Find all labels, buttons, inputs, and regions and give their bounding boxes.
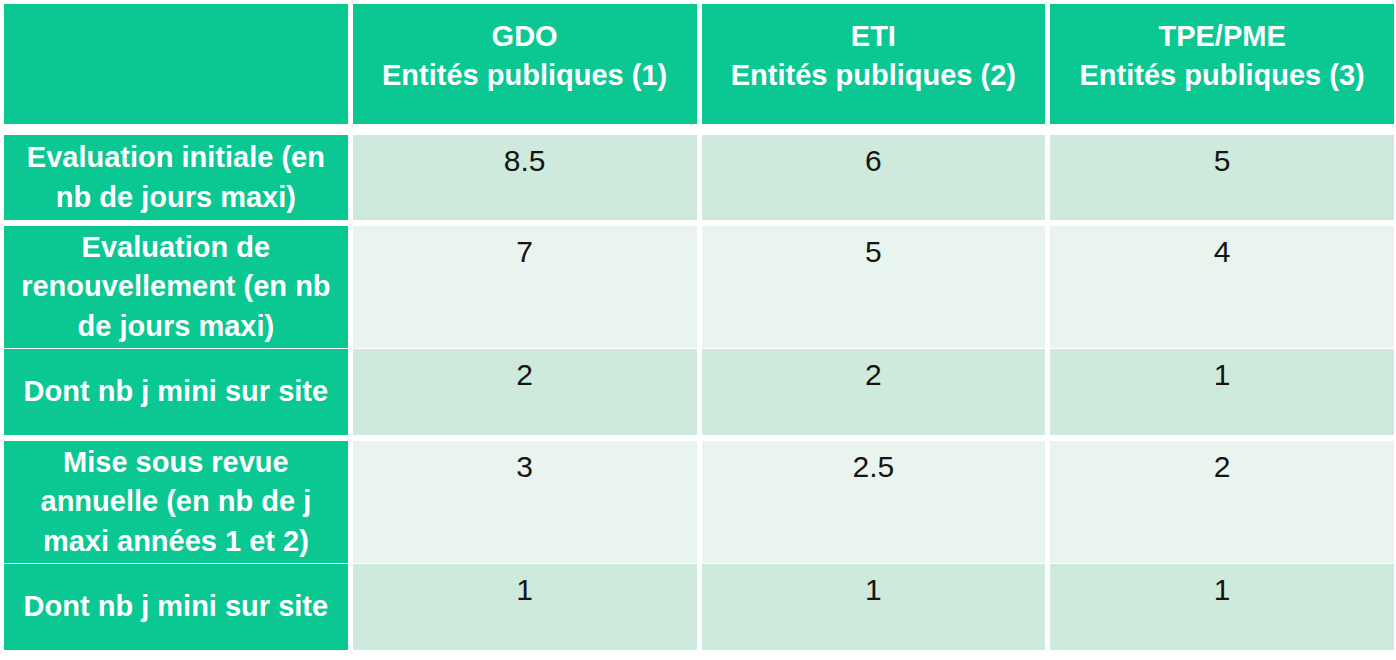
value-cell: 8.5 (353, 135, 697, 220)
column-header-subtitle: Entités publiques (1) (382, 56, 667, 95)
column-header-gdo: GDO Entités publiques (1) (353, 4, 697, 124)
value-cell: 7 (353, 226, 697, 348)
table-header-row: GDO Entités publiques (1) ETI Entités pu… (4, 4, 1394, 124)
row-label-cell: Mise sous revue annuelle (en nb de j max… (4, 441, 348, 563)
value-cell: 2 (353, 349, 697, 435)
table-row: Mise sous revue annuelle (en nb de j max… (4, 441, 1394, 558)
row-label-cell: Dont nb j mini sur site (4, 564, 348, 650)
value-cell: 2 (702, 349, 1046, 435)
table-row: Dont nb j mini sur site 2 2 1 (4, 349, 1394, 435)
value-cell: 1 (1050, 349, 1394, 435)
value-cell: 1 (1050, 564, 1394, 650)
value-cell: 1 (353, 564, 697, 650)
row-label-cell: Dont nb j mini sur site (4, 349, 348, 435)
column-header-eti: ETI Entités publiques (2) (702, 4, 1046, 124)
column-header-tpe-pme: TPE/PME Entités publiques (3) (1050, 4, 1394, 124)
row-label-cell: Evaluation initiale (en nb de jours maxi… (4, 135, 348, 220)
column-header-title: TPE/PME (1158, 17, 1285, 56)
value-cell: 3 (353, 441, 697, 563)
column-header-title: GDO (492, 17, 558, 56)
column-header-title: ETI (851, 17, 896, 56)
corner-header-cell (4, 4, 348, 124)
value-cell: 1 (702, 564, 1046, 650)
row-label-cell: Evaluation de renouvellement (en nb de j… (4, 226, 348, 348)
evaluation-duration-table: GDO Entités publiques (1) ETI Entités pu… (4, 4, 1394, 650)
page: GDO Entités publiques (1) ETI Entités pu… (0, 0, 1396, 660)
value-cell: 4 (1050, 226, 1394, 348)
column-header-subtitle: Entités publiques (3) (1080, 56, 1365, 95)
value-cell: 2 (1050, 441, 1394, 563)
table-row: Evaluation initiale (en nb de jours maxi… (4, 135, 1394, 220)
column-header-subtitle: Entités publiques (2) (731, 56, 1016, 95)
table-row: Dont nb j mini sur site 1 1 1 (4, 564, 1394, 650)
value-cell: 2.5 (702, 441, 1046, 563)
table-row: Evaluation de renouvellement (en nb de j… (4, 226, 1394, 343)
value-cell: 5 (1050, 135, 1394, 220)
value-cell: 6 (702, 135, 1046, 220)
value-cell: 5 (702, 226, 1046, 348)
